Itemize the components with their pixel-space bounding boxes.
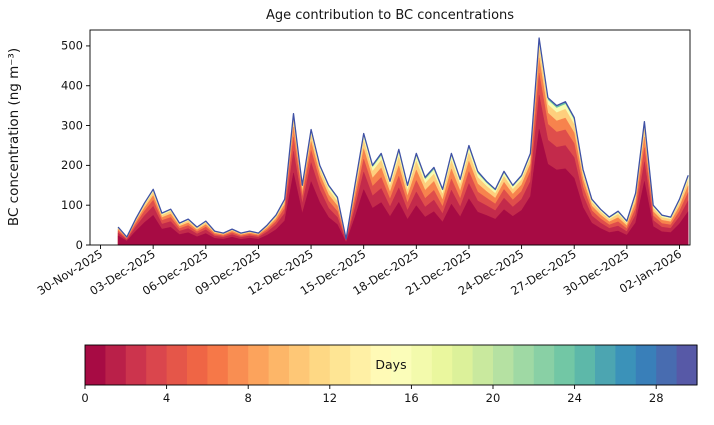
axes-frame [89, 29, 691, 246]
colorbar-tick-label: 16 [404, 391, 419, 405]
colorbar-tick-label: 24 [567, 391, 582, 405]
colorbar-segment [391, 345, 412, 385]
colorbar-segment [125, 345, 147, 385]
colorbar-segment [146, 345, 168, 385]
y-axis-label: BC concentration (ng m⁻³) [6, 48, 22, 226]
colorbar-segment [472, 345, 494, 385]
colorbar-segment [329, 345, 351, 385]
colorbar-segment [105, 345, 127, 385]
y-tick-label: 100 [61, 198, 83, 212]
colorbar-segment [676, 345, 698, 385]
y-tick-label: 500 [61, 39, 83, 53]
colorbar-segment [411, 345, 433, 385]
age-layer-0-1 days [117, 129, 689, 246]
colorbar-frame [84, 344, 698, 386]
colorbar-segment [574, 345, 596, 385]
colorbar-segment [554, 345, 576, 385]
colorbar-segment [595, 345, 616, 385]
colorbar-segment [513, 345, 535, 385]
colorbar-segment [248, 345, 270, 385]
colorbar: 0 4 8 12 16 20 24 28 [81, 344, 698, 405]
colorbar-segment [289, 345, 310, 385]
colorbar-label: Days [375, 357, 406, 372]
y-tick-label: 400 [61, 79, 83, 93]
colorbar-tick-label: 0 [81, 391, 88, 405]
colorbar-segment [493, 345, 514, 385]
colorbar-segment [166, 345, 188, 385]
colorbar-segment [207, 345, 229, 385]
colorbar-segment [309, 345, 331, 385]
colorbar-tick-label: 28 [649, 391, 664, 405]
colorbar-segment [635, 345, 657, 385]
colorbar-tick-label: 4 [163, 391, 170, 405]
y-tick-label: 0 [76, 238, 83, 252]
chart-title: Age contribution to BC concentrations [266, 8, 514, 23]
y-tick-label: 300 [61, 118, 83, 132]
y-tick-label: 200 [61, 158, 83, 172]
stacked-area-layers [117, 37, 689, 246]
total-concentration-line [117, 37, 689, 240]
colorbar-segment [350, 345, 372, 385]
colorbar-tick-label: 12 [322, 391, 337, 405]
colorbar-segment [656, 345, 678, 385]
colorbar-segment [187, 345, 208, 385]
colorbar-segment [85, 345, 106, 385]
colorbar-tick-label: 8 [245, 391, 252, 405]
colorbar-segment [227, 345, 249, 385]
colorbar-segment [533, 345, 555, 385]
colorbar-segment [370, 345, 392, 385]
colorbar-segment [431, 345, 453, 385]
colorbar-segment [268, 345, 290, 385]
colorbar-segment [452, 345, 474, 385]
colorbar-segment [615, 345, 637, 385]
colorbar-tick-label: 20 [486, 391, 501, 405]
